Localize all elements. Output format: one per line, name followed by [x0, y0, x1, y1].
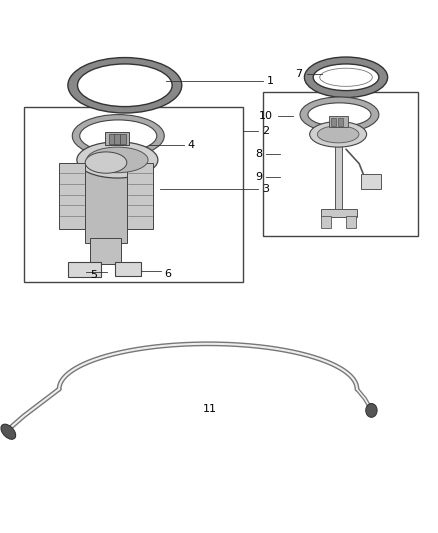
- Ellipse shape: [310, 122, 367, 147]
- Ellipse shape: [80, 120, 157, 152]
- Bar: [127, 163, 153, 229]
- Text: 7: 7: [295, 69, 302, 78]
- Bar: [85, 163, 127, 243]
- Ellipse shape: [308, 103, 371, 126]
- Ellipse shape: [317, 126, 359, 143]
- Ellipse shape: [304, 57, 388, 98]
- Text: 5: 5: [90, 270, 97, 280]
- Text: 1: 1: [267, 76, 274, 86]
- Ellipse shape: [87, 147, 148, 173]
- Bar: [109, 134, 115, 144]
- Text: 11: 11: [202, 405, 216, 414]
- Bar: [59, 163, 85, 229]
- Ellipse shape: [78, 64, 172, 107]
- Bar: [328, 116, 348, 127]
- Text: 9: 9: [255, 172, 262, 182]
- Bar: [321, 216, 331, 228]
- Text: 2: 2: [262, 126, 269, 135]
- Bar: [338, 118, 343, 126]
- Text: 3: 3: [262, 184, 269, 194]
- Text: 4: 4: [187, 140, 194, 150]
- Bar: [115, 262, 141, 276]
- Bar: [331, 118, 336, 126]
- Bar: [90, 238, 121, 264]
- Ellipse shape: [313, 64, 379, 91]
- Bar: [68, 262, 101, 277]
- Ellipse shape: [72, 115, 164, 157]
- Bar: [321, 209, 357, 217]
- Bar: [346, 216, 356, 228]
- Bar: [114, 134, 120, 144]
- Bar: [105, 132, 129, 145]
- Text: 10: 10: [259, 111, 273, 121]
- Text: 8: 8: [255, 149, 262, 158]
- Bar: [335, 136, 342, 213]
- Ellipse shape: [1, 424, 16, 439]
- Ellipse shape: [85, 152, 127, 173]
- Bar: [120, 134, 126, 144]
- Text: 6: 6: [164, 269, 171, 279]
- Circle shape: [366, 403, 377, 417]
- Ellipse shape: [77, 142, 158, 178]
- Bar: [361, 174, 381, 189]
- Ellipse shape: [300, 97, 379, 132]
- Ellipse shape: [68, 58, 182, 113]
